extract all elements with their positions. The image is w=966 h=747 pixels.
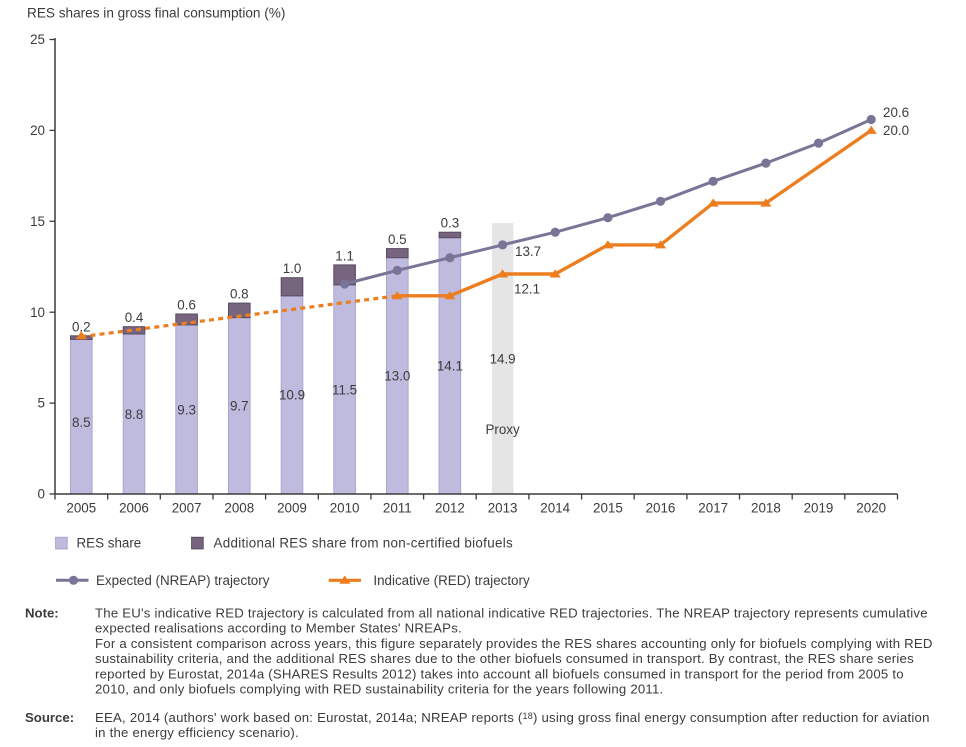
svg-text:0.6: 0.6: [177, 298, 196, 313]
svg-text:20.6: 20.6: [883, 105, 909, 120]
svg-text:For a consistent comparison ac: For a consistent comparison across years…: [95, 636, 933, 651]
svg-text:in the energy efficiency scena: in the energy efficiency scenario).: [95, 725, 299, 740]
svg-text:20: 20: [30, 123, 45, 138]
svg-text:2018: 2018: [751, 501, 781, 516]
svg-text:11.5: 11.5: [332, 382, 357, 397]
svg-text:14.9: 14.9: [490, 351, 516, 366]
svg-text:Source:: Source:: [25, 710, 74, 725]
svg-text:EEA, 2014 (authors' work based: EEA, 2014 (authors' work based on: Euros…: [95, 710, 930, 725]
svg-text:1.1: 1.1: [335, 248, 354, 263]
svg-text:8.5: 8.5: [72, 415, 91, 430]
svg-text:2005: 2005: [66, 501, 96, 516]
svg-text:9.3: 9.3: [177, 402, 196, 417]
svg-text:Proxy: Proxy: [485, 422, 520, 437]
svg-text:0.8: 0.8: [230, 287, 249, 302]
svg-text:1.0: 1.0: [283, 261, 302, 276]
svg-text:12.1: 12.1: [514, 282, 540, 297]
svg-text:9.7: 9.7: [230, 399, 249, 414]
svg-text:2010: 2010: [330, 501, 360, 516]
svg-text:Note:: Note:: [25, 606, 59, 621]
svg-text:reported by Eurostat, 2014a (S: reported by Eurostat, 2014a (SHARES Resu…: [95, 666, 904, 681]
svg-text:20.0: 20.0: [883, 123, 909, 138]
svg-text:25: 25: [30, 32, 45, 47]
svg-text:Expected (NREAP) trajectory: Expected (NREAP) trajectory: [96, 573, 270, 588]
svg-text:2012: 2012: [435, 501, 465, 516]
svg-text:15: 15: [30, 214, 45, 229]
svg-text:2015: 2015: [593, 501, 623, 516]
svg-text:0.5: 0.5: [388, 232, 407, 247]
svg-text:2013: 2013: [488, 501, 518, 516]
svg-text:RES share: RES share: [77, 536, 142, 551]
svg-text:2009: 2009: [277, 501, 307, 516]
svg-text:Indicative (RED) trajectory: Indicative (RED) trajectory: [373, 573, 530, 588]
svg-text:2014: 2014: [540, 501, 570, 516]
svg-text:The EU's indicative RED trajec: The EU's indicative RED trajectory is ca…: [95, 606, 928, 621]
svg-text:2010, and only biofuels comply: 2010, and only biofuels complying with R…: [95, 682, 663, 697]
svg-text:sustainability criteria, and t: sustainability criteria, and the additio…: [95, 651, 914, 666]
svg-text:RES shares in gross final cons: RES shares in gross final consumption (%…: [27, 6, 285, 21]
svg-text:2011: 2011: [383, 501, 412, 516]
svg-text:13.0: 13.0: [384, 369, 410, 384]
svg-text:8.8: 8.8: [125, 407, 144, 422]
svg-text:10.9: 10.9: [279, 388, 305, 403]
svg-text:2008: 2008: [224, 501, 254, 516]
svg-text:0: 0: [38, 487, 45, 502]
svg-text:10: 10: [30, 305, 45, 320]
svg-text:2007: 2007: [172, 501, 202, 516]
svg-text:0.2: 0.2: [72, 319, 91, 334]
svg-text:2019: 2019: [804, 501, 834, 516]
svg-text:5: 5: [38, 396, 45, 411]
svg-text:0.3: 0.3: [441, 216, 460, 231]
svg-text:2017: 2017: [698, 501, 728, 516]
svg-text:2016: 2016: [646, 501, 676, 516]
svg-text:Additional RES share from non-: Additional RES share from non-certified …: [214, 536, 513, 551]
svg-text:2006: 2006: [119, 501, 149, 516]
svg-text:14.1: 14.1: [437, 359, 463, 374]
svg-text:0.4: 0.4: [125, 310, 144, 325]
svg-text:expected realisations accordin: expected realisations according to Membe…: [95, 621, 462, 636]
svg-text:13.7: 13.7: [515, 244, 541, 259]
svg-text:2020: 2020: [856, 501, 886, 516]
